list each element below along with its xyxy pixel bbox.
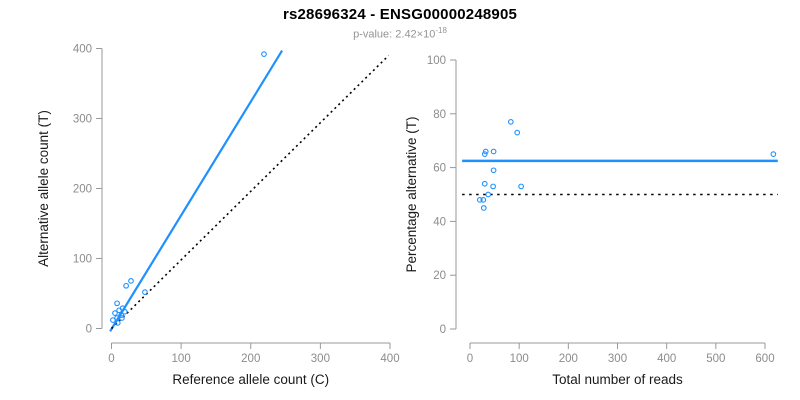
identity-line xyxy=(110,54,390,330)
y-tick-label: 0 xyxy=(440,324,446,336)
x-axis-label: Reference allele count (C) xyxy=(172,372,329,387)
x-tick-label: 100 xyxy=(172,353,191,365)
y-tick-label: 100 xyxy=(427,55,446,67)
data-point xyxy=(507,119,514,125)
fit-line xyxy=(109,50,284,332)
x-tick-label: 400 xyxy=(380,353,399,365)
x-tick-label: 200 xyxy=(241,353,260,365)
data-point xyxy=(490,183,496,190)
data-point xyxy=(128,278,134,284)
x-tick-label: 300 xyxy=(608,353,627,365)
y-tick-label: 300 xyxy=(73,114,92,126)
data-point xyxy=(490,167,497,174)
y-tick-label: 20 xyxy=(433,270,446,282)
y-tick-label: 400 xyxy=(73,44,92,56)
y-tick-label: 40 xyxy=(433,216,446,228)
data-point xyxy=(514,129,521,136)
x-axis-label: Total number of reads xyxy=(552,372,683,387)
data-point xyxy=(770,151,777,157)
data-point xyxy=(485,191,492,198)
y-tick-label: 0 xyxy=(86,324,92,336)
data-point xyxy=(112,310,118,316)
y-tick-label: 60 xyxy=(433,163,446,175)
x-tick-label: 0 xyxy=(467,353,473,365)
x-tick-label: 0 xyxy=(108,353,114,365)
y-axis-label: Alternative allele count (T) xyxy=(36,110,51,267)
data-point xyxy=(261,51,267,57)
data-point xyxy=(121,308,128,315)
x-tick-label: 300 xyxy=(311,353,330,365)
data-point xyxy=(481,180,488,187)
data-point xyxy=(480,205,487,211)
x-tick-label: 600 xyxy=(755,353,774,365)
y-tick-label: 200 xyxy=(73,184,92,196)
data-point xyxy=(490,148,497,155)
y-tick-label: 100 xyxy=(73,254,92,266)
data-point xyxy=(476,197,483,203)
data-point xyxy=(481,151,488,157)
data-point xyxy=(518,183,524,190)
y-axis-label: Percentage alternative (T) xyxy=(404,116,419,272)
x-tick-label: 500 xyxy=(706,353,725,365)
data-point xyxy=(114,320,121,326)
data-point xyxy=(119,315,125,321)
data-point xyxy=(114,300,120,307)
y-tick-label: 80 xyxy=(433,109,446,121)
data-point xyxy=(142,289,148,295)
x-tick-label: 100 xyxy=(510,353,529,365)
x-tick-label: 200 xyxy=(559,353,578,365)
data-point xyxy=(123,282,129,289)
data-point xyxy=(480,197,487,203)
data-point xyxy=(482,148,489,155)
data-point xyxy=(118,312,125,319)
x-tick-label: 400 xyxy=(657,353,676,365)
